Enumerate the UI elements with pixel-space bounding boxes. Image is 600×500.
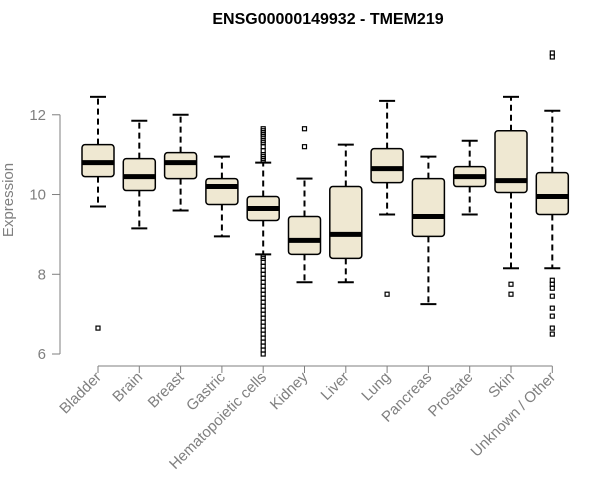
outlier-point bbox=[549, 313, 555, 319]
outlier-point bbox=[549, 293, 555, 299]
iqr-box bbox=[163, 151, 198, 180]
chart-title: ENSG00000149932 - TMEM219 bbox=[212, 11, 443, 28]
box-group bbox=[494, 95, 528, 297]
iqr-box bbox=[411, 177, 446, 238]
iqr-box bbox=[494, 129, 528, 194]
outlier-point bbox=[260, 158, 266, 164]
box-group bbox=[163, 113, 198, 212]
x-tick-label: Lung bbox=[358, 369, 394, 405]
outlier-point bbox=[549, 325, 555, 331]
box-group bbox=[81, 95, 115, 331]
outlier-point bbox=[384, 291, 390, 297]
y-axis: 6 8 10 12 bbox=[29, 107, 61, 363]
box-group bbox=[411, 155, 446, 306]
outlier-point bbox=[508, 291, 514, 297]
iqr-box bbox=[205, 177, 239, 206]
x-tick-label: Kidney bbox=[267, 368, 312, 413]
x-tick-label: Breast bbox=[145, 368, 188, 411]
iqr-box bbox=[370, 147, 404, 184]
iqr-box bbox=[329, 185, 363, 260]
box-group bbox=[287, 126, 322, 284]
y-axis-label: Expression bbox=[0, 163, 17, 237]
box-group bbox=[452, 139, 487, 216]
y-tick-label: 12 bbox=[29, 107, 46, 124]
x-tick-label: Liver bbox=[318, 369, 353, 404]
outlier-point bbox=[260, 351, 266, 357]
x-tick-label: Prostate bbox=[425, 369, 477, 421]
box-group bbox=[370, 99, 404, 297]
plot-area bbox=[81, 50, 570, 357]
y-tick-label: 8 bbox=[38, 266, 46, 283]
outlier-point bbox=[301, 126, 308, 132]
iqr-box bbox=[287, 215, 322, 256]
outlier-point bbox=[549, 285, 555, 291]
box-group bbox=[122, 119, 157, 230]
box-group bbox=[205, 155, 239, 238]
y-tick-label: 10 bbox=[29, 187, 46, 204]
box-group bbox=[535, 50, 570, 337]
outlier-point bbox=[549, 54, 555, 60]
outlier-point bbox=[508, 281, 514, 287]
box-group bbox=[246, 126, 280, 357]
outlier-point bbox=[95, 325, 101, 331]
x-tick-label: Bladder bbox=[56, 369, 105, 418]
x-tick-label: Skin bbox=[485, 369, 518, 402]
box-group bbox=[329, 143, 363, 284]
x-tick-label: Brain bbox=[109, 369, 146, 406]
iqr-box bbox=[535, 171, 570, 216]
y-tick-label: 6 bbox=[38, 346, 46, 363]
outlier-point bbox=[301, 144, 308, 150]
outlier-point bbox=[549, 331, 555, 337]
outlier-point bbox=[549, 305, 555, 311]
